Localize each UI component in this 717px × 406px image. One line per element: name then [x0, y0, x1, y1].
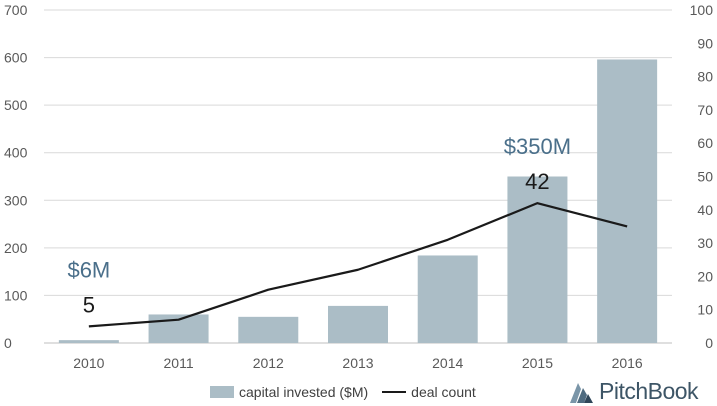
x-tick-label: 2012: [253, 355, 284, 371]
y-left-tick-label: 0: [4, 335, 12, 351]
x-tick-label: 2014: [432, 355, 463, 371]
y-left-tick-label: 100: [4, 287, 28, 303]
y-right-tick-label: 70: [697, 102, 713, 118]
y-left-tick-label: 400: [4, 145, 28, 161]
x-tick-label: 2013: [342, 355, 373, 371]
legend-item-deal-count: deal count: [382, 384, 476, 400]
y-right-tick-label: 30: [697, 235, 713, 251]
legend-label-deal-count: deal count: [411, 384, 476, 400]
legend: capital invested ($M) deal count: [210, 384, 476, 400]
y-right-tick-label: 90: [697, 35, 713, 51]
y-left-tick-label: 300: [4, 192, 28, 208]
x-tick-label: 2010: [73, 355, 104, 371]
y-right-tick-label: 100: [690, 2, 714, 18]
x-tick-label: 2015: [522, 355, 553, 371]
bar: [328, 305, 388, 343]
data-label-capital: $350M: [504, 134, 571, 159]
legend-swatch-bar: [210, 386, 234, 398]
y-right-tick-label: 40: [697, 202, 713, 218]
y-left-tick-label: 200: [4, 240, 28, 256]
data-label-capital: $6M: [67, 257, 110, 282]
y-right-tick-label: 80: [697, 69, 713, 85]
x-tick-label: 2011: [164, 355, 194, 371]
y-right-tick-label: 10: [697, 302, 713, 318]
bar: [58, 340, 119, 343]
y-right-tick-label: 60: [697, 135, 713, 151]
legend-label-capital: capital invested ($M): [239, 384, 369, 400]
pitchbook-logo-icon: [570, 382, 593, 403]
bar: [507, 176, 568, 343]
y-left-tick-label: 600: [4, 50, 28, 66]
y-left-tick-label: 700: [4, 2, 28, 18]
data-label-deal-count: 42: [525, 169, 549, 194]
legend-swatch-line: [382, 391, 407, 393]
legend-item-capital: capital invested ($M): [210, 384, 368, 400]
data-label-deal-count: 5: [83, 292, 95, 317]
y-right-tick-label: 20: [697, 268, 713, 284]
y-right-tick-label: 0: [705, 335, 713, 351]
bar: [238, 316, 299, 343]
pitchbook-logo-text: PitchBook: [599, 378, 699, 404]
deal-count-line: [88, 202, 628, 328]
pitchbook-logo: PitchBook: [567, 378, 699, 405]
bar: [597, 59, 658, 344]
bar: [417, 255, 478, 343]
x-tick-label: 2016: [612, 355, 643, 371]
y-left-tick-label: 500: [4, 97, 28, 113]
y-right-tick-label: 50: [697, 169, 713, 185]
